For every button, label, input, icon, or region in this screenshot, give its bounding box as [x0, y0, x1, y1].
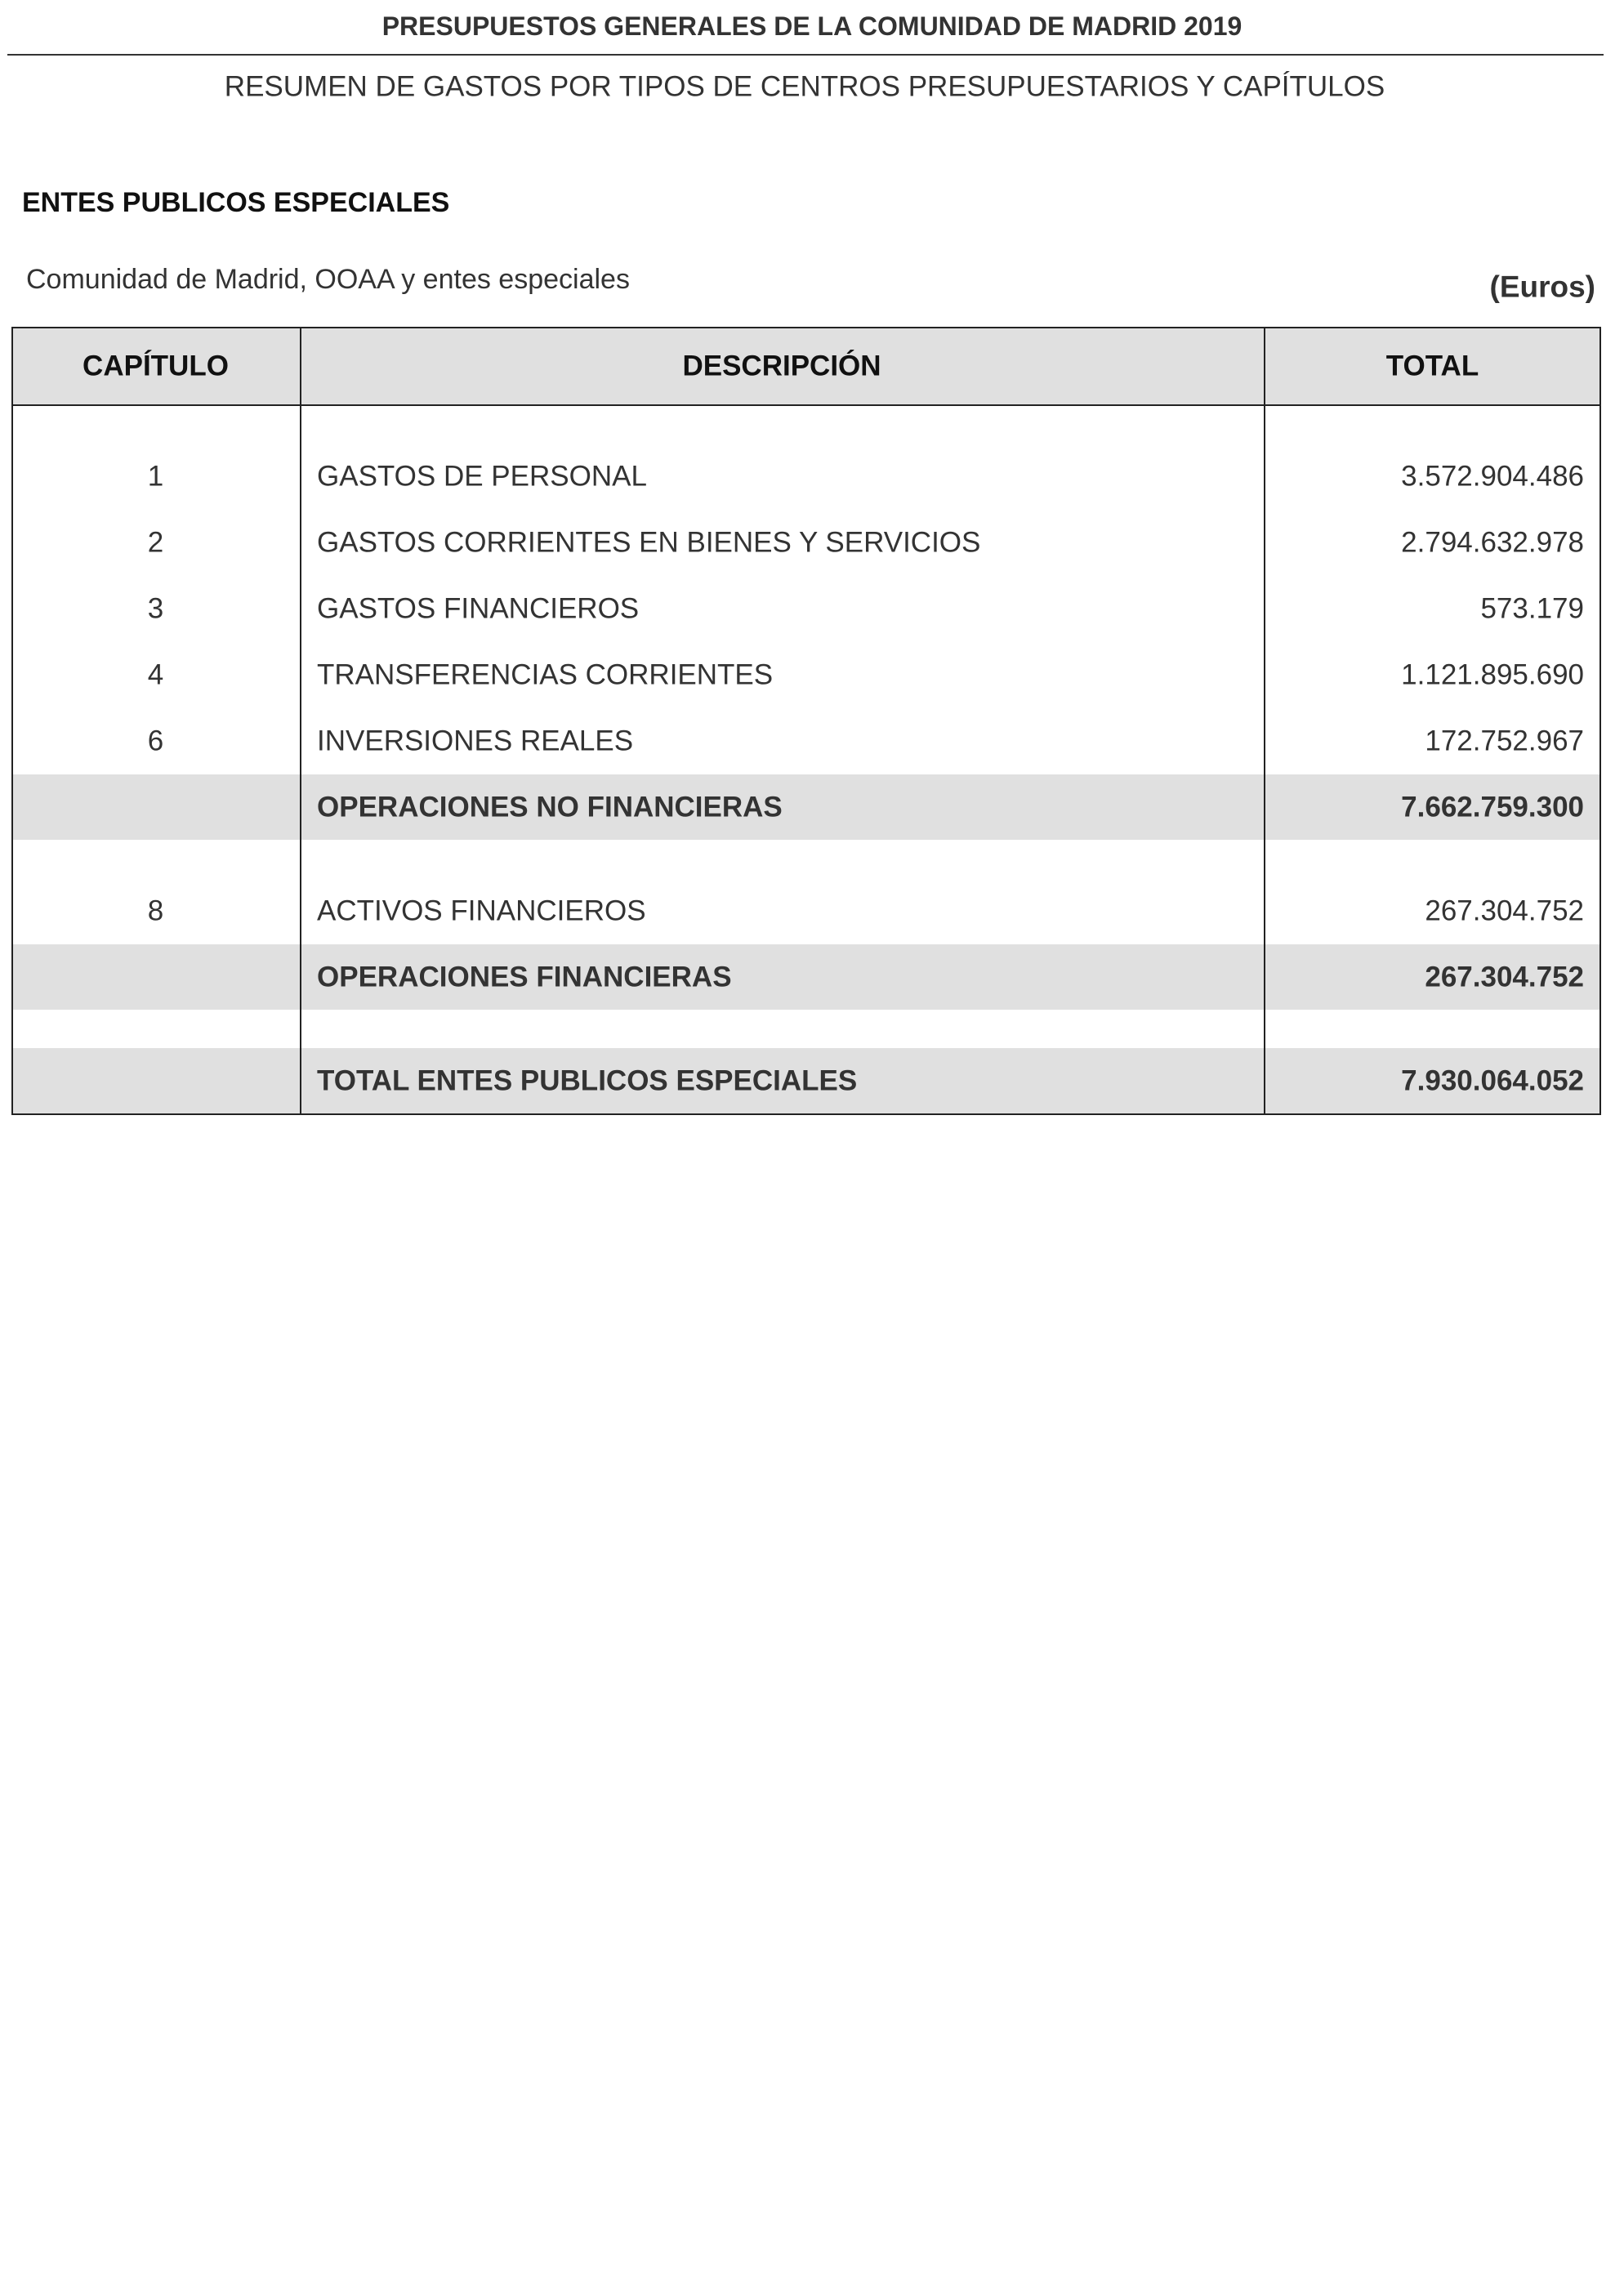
- chapter: 8: [147, 895, 164, 927]
- total-band: [11, 1048, 1601, 1113]
- chapter: 4: [147, 658, 164, 691]
- description: GASTOS FINANCIEROS: [317, 592, 640, 625]
- chapter: 2: [147, 526, 164, 559]
- description: OPERACIONES NO FINANCIERAS: [317, 791, 783, 823]
- column-rule: [1599, 327, 1601, 1115]
- subtotal-band: [11, 944, 1601, 1010]
- total: 1.121.895.690: [1401, 658, 1584, 691]
- title-rule: [7, 54, 1604, 56]
- subtotal-band: [11, 774, 1601, 840]
- doc-subtitle: RESUMEN DE GASTOS POR TIPOS DE CENTROS P…: [224, 70, 1385, 103]
- chapter: 3: [147, 592, 164, 625]
- column-rule: [11, 327, 13, 1115]
- description: GASTOS DE PERSONAL: [317, 460, 647, 493]
- total: 172.752.967: [1425, 725, 1584, 757]
- table-border: [11, 1113, 1601, 1115]
- total: 7.930.064.052: [1401, 1064, 1584, 1097]
- column-header: CAPÍTULO: [83, 350, 229, 382]
- total: 573.179: [1480, 592, 1584, 625]
- description: GASTOS CORRIENTES EN BIENES Y SERVICIOS: [317, 526, 981, 559]
- total: 3.572.904.486: [1401, 460, 1584, 493]
- description: TRANSFERENCIAS CORRIENTES: [317, 658, 774, 691]
- total: 7.662.759.300: [1401, 791, 1584, 823]
- section-title: ENTES PUBLICOS ESPECIALES: [22, 187, 450, 218]
- description: OPERACIONES FINANCIERAS: [317, 961, 732, 993]
- header-rule: [11, 404, 1601, 406]
- chapter: 6: [147, 725, 164, 757]
- description: INVERSIONES REALES: [317, 725, 634, 757]
- unit: (Euros): [1489, 270, 1596, 304]
- header-bg: [11, 327, 1601, 405]
- description: ACTIVOS FINANCIEROS: [317, 895, 646, 927]
- total: 2.794.632.978: [1401, 526, 1584, 559]
- table-border: [11, 327, 1601, 328]
- chapter: 1: [147, 460, 164, 493]
- description: TOTAL ENTES PUBLICOS ESPECIALES: [317, 1064, 858, 1097]
- scope: Comunidad de Madrid, OOAA y entes especi…: [26, 264, 630, 295]
- column-header: TOTAL: [1385, 350, 1479, 382]
- total: 267.304.752: [1425, 895, 1584, 927]
- column-rule: [300, 327, 301, 1115]
- total: 267.304.752: [1425, 961, 1584, 993]
- doc-title: PRESUPUESTOS GENERALES DE LA COMUNIDAD D…: [381, 11, 1243, 41]
- column-rule: [1264, 327, 1265, 1115]
- column-header: DESCRIPCIÓN: [682, 350, 881, 382]
